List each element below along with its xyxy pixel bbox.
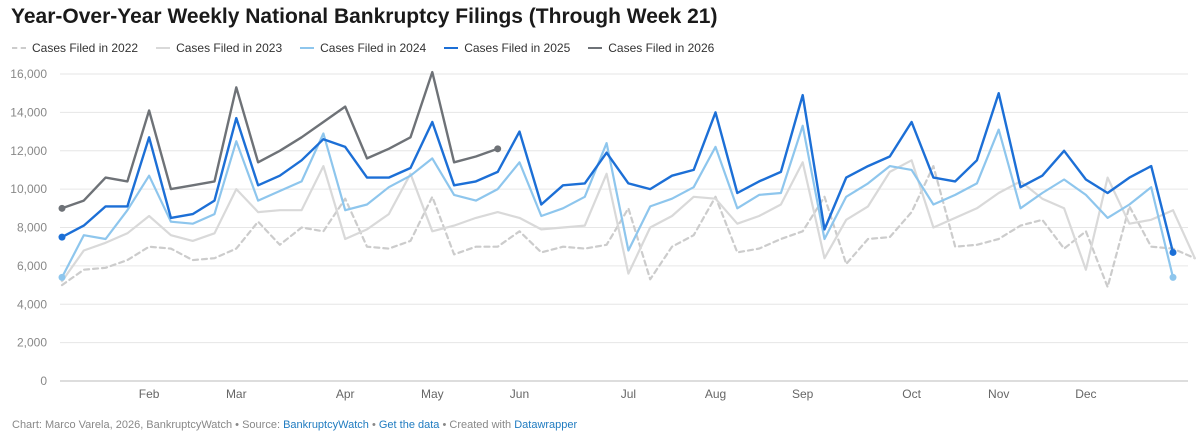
x-tick-label: Sep <box>792 387 814 401</box>
chart-legend: Cases Filed in 2022 Cases Filed in 2023 … <box>12 41 714 55</box>
y-tick-label: 6,000 <box>17 259 47 273</box>
legend-swatch-2024 <box>300 47 315 49</box>
legend-item-2022: Cases Filed in 2022 <box>12 41 138 55</box>
line-chart: 0 2,000 4,000 6,000 8,000 10,000 12,000 14,000 1… <box>10 67 1196 401</box>
series-end-point <box>1169 248 1177 256</box>
x-axis-ticks: Feb Mar Apr May Jun Jul Aug Sep Oct Nov Dec <box>139 387 1097 401</box>
series-layer <box>60 70 1196 289</box>
series-end-point <box>1169 273 1177 281</box>
series-line-2022 <box>60 165 1196 289</box>
series-line-2024 <box>60 124 1175 279</box>
y-tick-label: 16,000 <box>10 67 47 81</box>
y-tick-label: 2,000 <box>17 336 47 350</box>
legend-swatch-2022 <box>12 47 26 49</box>
series-line-2025 <box>60 91 1175 254</box>
x-tick-label: Feb <box>139 387 160 401</box>
series-line-2023 <box>60 159 1196 283</box>
series-start-point <box>58 204 66 212</box>
x-tick-label: Apr <box>336 387 355 401</box>
legend-label-2025: Cases Filed in 2025 <box>464 41 571 55</box>
y-tick-label: 4,000 <box>17 297 47 311</box>
x-tick-label: May <box>421 387 444 401</box>
endpoint-layer <box>58 145 1177 281</box>
y-axis-ticks: 0 2,000 4,000 6,000 8,000 10,000 12,000 14,000 1… <box>10 67 47 388</box>
legend-item-2024: Cases Filed in 2024 <box>300 41 426 55</box>
legend-label-2022: Cases Filed in 2022 <box>32 41 139 55</box>
legend-label-2026: Cases Filed in 2026 <box>608 41 715 55</box>
series-start-point <box>58 233 66 241</box>
y-tick-label: 0 <box>40 374 47 388</box>
footer-created-prefix: Created with <box>449 419 512 431</box>
legend-label-2024: Cases Filed in 2024 <box>320 41 427 55</box>
y-tick-label: 12,000 <box>10 144 47 158</box>
x-tick-label: Jul <box>621 387 636 401</box>
x-tick-label: Jun <box>510 387 529 401</box>
footer-credit: Chart: Marco Varela, 2026, BankruptcyWat… <box>12 419 233 431</box>
footer-separator: • <box>442 419 447 431</box>
x-tick-label: Aug <box>705 387 726 401</box>
datawrapper-link[interactable]: Datawrapper <box>514 419 578 431</box>
legend-item-2025: Cases Filed in 2025 <box>444 41 570 55</box>
get-the-data-link[interactable]: Get the data <box>378 419 440 431</box>
x-tick-label: Nov <box>988 387 1009 401</box>
legend-swatch-2023 <box>156 47 171 49</box>
footer-source-prefix: Source: <box>242 419 281 431</box>
y-tick-label: 14,000 <box>10 105 47 119</box>
y-tick-label: 8,000 <box>17 221 47 235</box>
x-tick-label: Dec <box>1075 387 1096 401</box>
chart-footer: Chart: Marco Varela, 2026, BankruptcyWat… <box>12 419 577 431</box>
x-tick-label: Mar <box>226 387 247 401</box>
legend-swatch-2025 <box>444 47 459 49</box>
chart-title: Year-Over-Year Weekly National Bankruptc… <box>11 5 718 28</box>
y-tick-label: 10,000 <box>10 182 47 196</box>
x-tick-label: Oct <box>902 387 921 401</box>
series-end-point <box>494 145 502 153</box>
series-start-point <box>58 273 66 281</box>
grid-layer <box>60 73 1188 382</box>
footer-source-link[interactable]: BankruptcyWatch <box>283 419 369 431</box>
series-line-2026 <box>60 70 499 210</box>
legend-item-2023: Cases Filed in 2023 <box>156 41 282 55</box>
legend-item-2026: Cases Filed in 2026 <box>588 41 714 55</box>
footer-separator: • <box>371 419 376 431</box>
legend-swatch-2026 <box>588 47 603 49</box>
footer-separator: • <box>235 419 240 431</box>
legend-label-2023: Cases Filed in 2023 <box>176 41 283 55</box>
